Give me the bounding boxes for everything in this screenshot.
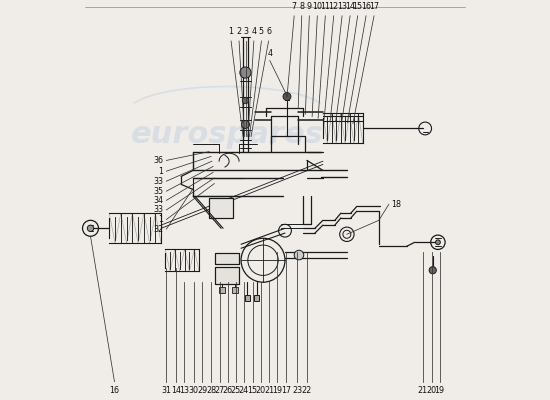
Bar [215,268,239,284]
Text: 35: 35 [153,187,163,196]
Text: 19: 19 [434,386,444,395]
Text: 6: 6 [266,27,271,36]
Text: 28: 28 [206,386,216,395]
Text: 31: 31 [161,386,172,395]
Text: 29: 29 [197,386,207,395]
Text: 1: 1 [158,167,163,176]
Text: 33: 33 [153,177,163,186]
Circle shape [240,67,251,78]
Circle shape [242,97,249,104]
Text: 14: 14 [171,386,181,395]
Text: 34: 34 [153,196,163,205]
Text: 1: 1 [229,27,234,36]
Text: 4: 4 [251,27,256,36]
Text: eurospares: eurospares [131,120,323,149]
Text: 16: 16 [109,386,119,395]
Text: 36: 36 [153,156,163,165]
Text: 9: 9 [307,2,312,12]
Text: 15: 15 [248,386,258,395]
Text: 24: 24 [239,386,249,395]
Text: 8: 8 [299,2,304,12]
Bar [209,198,233,218]
Circle shape [283,92,291,100]
Text: 21: 21 [417,386,428,395]
Text: 20: 20 [426,386,437,395]
Circle shape [436,240,441,245]
Bar [215,253,239,264]
Bar [215,268,239,284]
Text: 26: 26 [223,386,233,395]
Text: 33: 33 [153,206,163,214]
Text: 19: 19 [272,386,283,395]
Bar [209,198,233,218]
Text: 12: 12 [329,2,339,12]
Text: 4: 4 [267,49,272,58]
Text: 1: 1 [158,215,163,224]
Text: 18: 18 [391,200,401,209]
Text: 13: 13 [179,386,189,395]
Text: 13: 13 [337,2,347,12]
Text: 17: 17 [369,2,379,12]
Bar [232,287,238,293]
Text: 5: 5 [259,27,264,36]
Bar [215,253,239,264]
Text: 23: 23 [292,386,302,395]
Text: 32: 32 [153,224,163,234]
Text: 3: 3 [244,27,249,36]
Text: 2: 2 [236,27,241,36]
Circle shape [294,250,304,260]
Bar [254,295,259,301]
Circle shape [241,120,250,128]
Text: 25: 25 [231,386,241,395]
Text: 17: 17 [281,386,292,395]
Bar [219,287,225,293]
Circle shape [429,267,436,274]
Circle shape [87,225,94,232]
Text: 20: 20 [256,386,266,395]
Text: 30: 30 [189,386,199,395]
Text: 7: 7 [292,2,297,12]
Text: 16: 16 [361,2,371,12]
Text: 15: 15 [353,2,362,12]
Text: 21: 21 [265,386,274,395]
Bar [245,295,250,301]
Text: 10: 10 [312,2,322,12]
Text: 22: 22 [302,386,312,395]
Text: 27: 27 [214,386,225,395]
Text: 11: 11 [320,2,331,12]
Text: 14: 14 [345,2,355,12]
